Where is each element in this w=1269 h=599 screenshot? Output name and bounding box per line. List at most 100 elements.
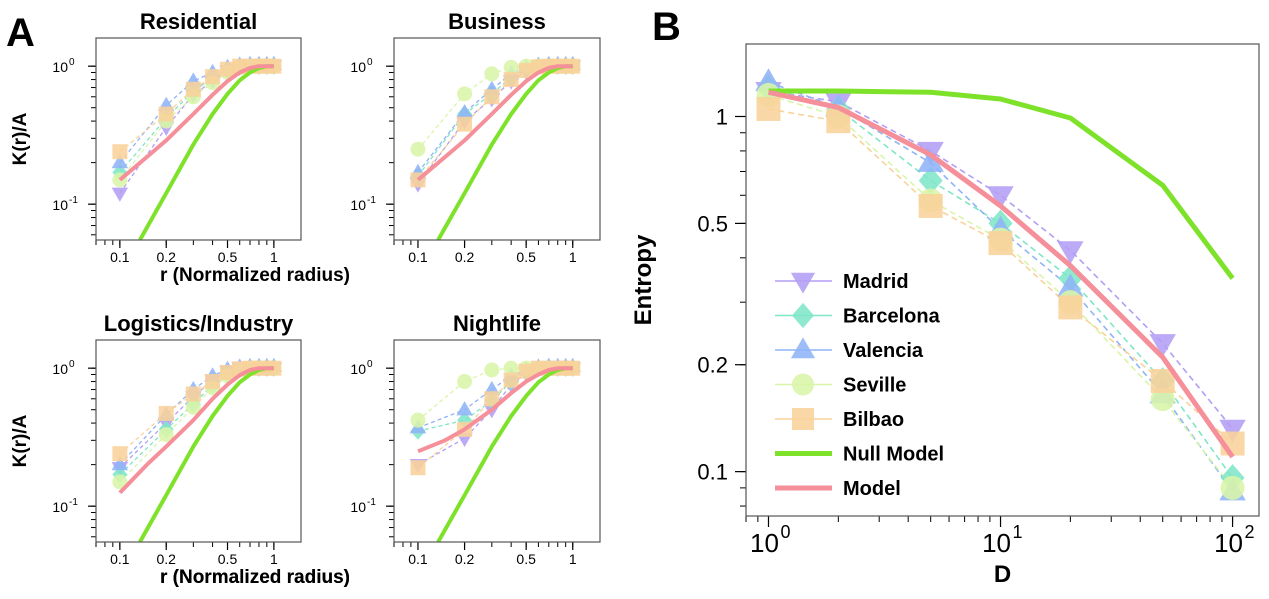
point-valencia [111,456,129,471]
plot-frame [745,43,1260,517]
y-tick-label: 10 [52,197,68,213]
point-valencia [111,154,129,169]
point-bilbao [185,81,201,97]
series-line-bilbao [417,367,573,469]
x-tick-label: 0.2 [156,551,176,567]
x-tick-label: 0.5 [218,249,238,265]
point-valencia [456,104,473,119]
legend-marker-madrid [790,272,816,294]
null-model-line [138,64,274,240]
x-tick-label: 0.2 [455,249,475,265]
legend-label-bilbao: Bilbao [843,409,904,431]
x-tick-label: 10 [1214,528,1243,558]
plot-area [409,55,581,240]
x-tick-label: 0.5 [218,551,238,567]
x-tick-label: 0.1 [110,249,130,265]
x-tick-label: 0.5 [516,249,536,265]
point-barcelona [918,166,943,195]
point-seville [158,427,174,443]
plot-frame [95,339,302,543]
x-tick-label: 10 [750,528,779,558]
point-bilbao [220,61,236,77]
plot-frame [393,339,601,543]
y-tick-label: 10 [350,59,366,75]
point-valencia [917,149,944,172]
x-tick-label: 0.5 [516,551,536,567]
point-bilbao [185,386,201,402]
y-tick-label: 10 [350,361,366,377]
y-tick-exponent: -1 [367,497,376,508]
point-bilbao [565,58,581,74]
point-bilbao [410,460,426,476]
point-bilbao [205,374,221,390]
point-bilbao [518,63,534,79]
y-tick-label: 10 [52,499,68,515]
y-tick-label: 0.1 [697,460,728,485]
point-bilbao [220,365,236,381]
point-seville [410,412,426,428]
point-seville [484,66,500,82]
chart-title: Logistics/Industry [104,311,294,336]
point-seville [503,360,519,376]
x-tick-label: 0.1 [408,551,428,567]
point-seville [503,59,519,75]
series-line-valencia [768,81,1234,492]
point-bilbao [988,231,1013,256]
y-tick-exponent: 0 [367,359,373,370]
legend-label-seville: Seville [843,375,906,397]
model-line [416,64,573,182]
x-tick-label: 0.2 [455,551,475,567]
legend: Madrid Barcelona Valencia Seville Bilbao Null… [775,271,944,500]
null-model-line [436,366,573,542]
legend-marker-bilbao [792,408,814,430]
model-line [767,89,1235,459]
point-bilbao [918,193,943,218]
point-madrid [1057,241,1084,265]
legend-label-model: Model [843,478,901,500]
legend-label-valencia: Valencia [843,340,924,362]
plot-area [755,68,1246,501]
series-line-seville [119,367,274,483]
point-bilbao [756,96,781,121]
x-tick-label: 1 [270,551,278,567]
y-tick-exponent: -1 [69,497,78,508]
point-seville [457,374,473,390]
legend-marker-valencia [790,337,816,359]
point-seville [410,141,426,157]
legend-label-barcelona: Barcelona [843,306,941,328]
model-line [118,64,274,182]
point-bilbao [158,106,174,122]
point-seville [112,474,128,490]
chart-title: Nightlife [453,311,541,336]
x-tick-label: 1 [569,551,577,567]
x-tick-label: 10 [982,528,1011,558]
x-axis-label: r (Normalized radius) [160,265,350,286]
x-axis-label: D [994,561,1011,588]
point-madrid [111,187,129,202]
series-line-valencia [417,63,573,173]
point-bilbao [205,69,221,85]
null-model-line [768,88,1235,280]
x-tick-label: 0.2 [156,249,176,265]
legend-marker-barcelona [792,302,814,329]
point-bilbao [1058,295,1083,320]
series-line-madrid [417,65,573,185]
x-axis-label: r (Normalized radius) [160,567,350,588]
plot-frame [95,37,302,241]
plot-area [409,357,581,542]
point-bilbao [565,360,581,376]
y-tick-exponent: 0 [69,359,75,370]
point-bilbao [484,391,500,407]
point-madrid [987,186,1014,210]
x-axis-label: r (Normalized radius) [160,567,350,588]
y-tick-exponent: -1 [69,195,78,206]
plot-area [111,357,283,542]
y-tick-label: 0.2 [697,353,728,378]
point-seville [484,362,500,378]
point-valencia [1057,273,1084,297]
series-line-valencia [417,365,573,429]
